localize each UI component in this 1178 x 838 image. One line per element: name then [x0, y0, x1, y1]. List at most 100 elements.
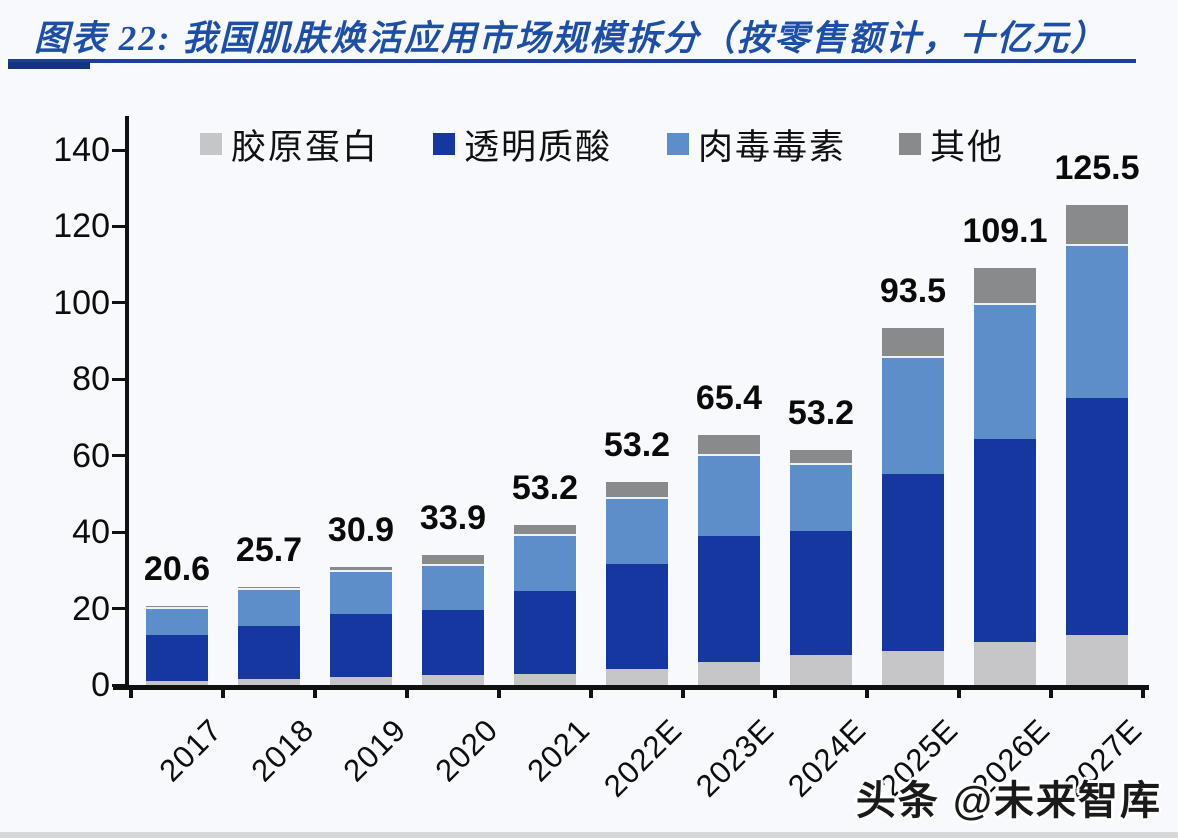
y-axis-tick — [112, 607, 125, 611]
bar-segment-botulinum-toxin — [974, 305, 1036, 439]
y-axis-tick-label: 20 — [72, 589, 110, 628]
bar-segment-collagen — [790, 655, 852, 685]
y-axis-tick-label: 120 — [53, 207, 110, 246]
bottom-edge — [0, 832, 1178, 838]
x-axis-tick — [221, 685, 225, 698]
bar-segment-collagen — [974, 642, 1036, 685]
bar-segment-other — [146, 606, 208, 610]
y-axis-tick-label: 40 — [72, 513, 110, 552]
figure-title: 图表 22: 我国肌肤焕活应用市场规模拆分（按零售额计，十亿元） — [34, 19, 1108, 58]
bar-segment-botulinum-toxin — [422, 566, 484, 611]
y-axis-line — [125, 116, 129, 689]
x-axis-tick — [589, 685, 593, 698]
bar-segment-collagen — [1066, 634, 1128, 685]
x-axis-tick — [313, 685, 317, 698]
bar-segment-collagen — [698, 662, 760, 685]
legend-label: 胶原蛋白 — [231, 127, 380, 167]
bar-total-label: 33.9 — [419, 499, 487, 538]
bar-total-label: 53.2 — [511, 468, 579, 507]
y-axis-tick-label: 60 — [72, 436, 110, 475]
legend-swatch-hyaluronic-acid — [433, 133, 455, 155]
bar-segment-collagen — [238, 679, 300, 685]
bar-segment-other — [698, 435, 760, 456]
x-axis-tick — [1049, 685, 1053, 698]
bar-segment-hyaluronic-acid — [1066, 398, 1128, 635]
legend-label: 透明质酸 — [464, 127, 613, 167]
x-axis-tick — [773, 685, 777, 698]
bar-segment-hyaluronic-acid — [422, 610, 484, 676]
bar-segment-hyaluronic-acid — [514, 590, 576, 674]
bar-segment-hyaluronic-acid — [606, 564, 668, 669]
bar-segment-other — [422, 555, 484, 567]
y-axis-tick — [112, 530, 125, 534]
x-axis-tick — [129, 685, 133, 698]
y-axis-tick-label: 0 — [91, 666, 110, 704]
title-underline — [8, 59, 1136, 63]
legend-item-collagen: 胶原蛋白 — [200, 122, 379, 167]
legend-label: 肉毒毒素 — [698, 127, 847, 167]
x-axis-tick — [957, 685, 961, 698]
bar-segment-hyaluronic-acid — [238, 625, 300, 680]
y-axis-tick-label: 80 — [72, 360, 110, 399]
bar-segment-hyaluronic-acid — [974, 438, 1036, 643]
bar-segment-other — [1066, 205, 1128, 247]
watermark: 头条 @未来智库 — [856, 768, 1162, 826]
bar-segment-collagen — [606, 668, 668, 685]
bar-total-label: 25.7 — [235, 530, 303, 569]
bar-segment-botulinum-toxin — [882, 357, 944, 474]
bar-total-label: 30.9 — [327, 510, 395, 549]
bar-segment-collagen — [146, 681, 208, 685]
bar-segment-hyaluronic-acid — [790, 530, 852, 656]
y-axis-tick — [112, 377, 125, 381]
bar-segment-other — [606, 481, 668, 499]
bar-segment-collagen — [882, 650, 944, 685]
bar-segment-other — [330, 566, 392, 572]
legend-label: 其他 — [930, 127, 1005, 167]
bar-segment-hyaluronic-acid — [146, 635, 208, 682]
legend-item-other: 其他 — [899, 122, 1004, 167]
y-axis-tick-label: 140 — [53, 131, 110, 169]
bar-segment-botulinum-toxin — [238, 590, 300, 626]
bar-total-label: 20.6 — [143, 550, 211, 589]
x-axis-tick — [681, 685, 685, 698]
legend-item-botulinum-toxin: 肉毒毒素 — [667, 122, 846, 167]
title-underline-stub — [8, 62, 90, 69]
legend-swatch-collagen — [200, 133, 222, 155]
bar-total-label: 65.4 — [695, 379, 763, 418]
y-axis-tick — [112, 148, 125, 152]
bar-segment-collagen — [514, 673, 576, 685]
bar-segment-botulinum-toxin — [330, 571, 392, 614]
bar-segment-botulinum-toxin — [514, 535, 576, 591]
legend-swatch-botulinum-toxin — [667, 133, 689, 155]
bar-segment-other — [974, 268, 1036, 306]
bar-segment-collagen — [422, 675, 484, 685]
y-axis-tick — [112, 301, 125, 305]
bar-total-label: 53.2 — [603, 425, 671, 464]
x-axis-tick — [1141, 685, 1145, 698]
bar-segment-botulinum-toxin — [146, 608, 208, 636]
bar-segment-other — [514, 524, 576, 536]
bar-segment-other — [790, 449, 852, 465]
bar-total-label: 109.1 — [962, 212, 1048, 251]
y-axis-tick — [112, 454, 125, 458]
y-axis-tick — [112, 224, 125, 228]
bar-segment-other — [238, 586, 300, 591]
x-axis-tick — [497, 685, 501, 698]
y-axis-tick-label: 100 — [53, 283, 110, 322]
y-axis-tick — [112, 683, 125, 687]
legend-item-hyaluronic-acid: 透明质酸 — [433, 122, 612, 167]
bar-segment-hyaluronic-acid — [330, 613, 392, 678]
x-axis-tick — [405, 685, 409, 698]
bar-segment-other — [882, 327, 944, 358]
bar-segment-collagen — [330, 677, 392, 685]
bar-total-label: 93.5 — [879, 271, 947, 310]
bar-total-label: 53.2 — [787, 393, 855, 432]
watermark-text: 头条 @未来智库 — [855, 779, 1162, 823]
bar-segment-botulinum-toxin — [790, 464, 852, 531]
legend-swatch-other — [899, 133, 921, 155]
x-axis-line — [113, 685, 1149, 690]
bar-segment-hyaluronic-acid — [698, 536, 760, 663]
bar-total-label: 125.5 — [1054, 149, 1140, 188]
